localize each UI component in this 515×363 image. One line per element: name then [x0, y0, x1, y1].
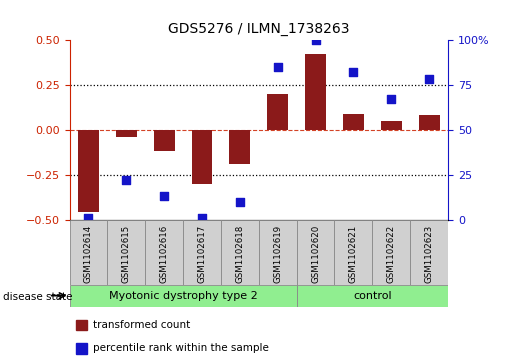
- Bar: [305, 54, 326, 130]
- Point: [160, 193, 168, 199]
- Point: [236, 199, 244, 204]
- Point: [312, 37, 320, 43]
- Bar: [267, 94, 288, 130]
- Text: GSM1102621: GSM1102621: [349, 225, 358, 283]
- Bar: [76, 343, 87, 354]
- Point: [425, 77, 433, 82]
- Bar: [116, 130, 136, 137]
- Point: [84, 215, 93, 221]
- Text: GSM1102618: GSM1102618: [235, 225, 244, 283]
- Bar: [335, 220, 372, 285]
- Text: GSM1102619: GSM1102619: [273, 225, 282, 283]
- Text: percentile rank within the sample: percentile rank within the sample: [93, 343, 269, 353]
- Text: GSM1102615: GSM1102615: [122, 225, 131, 283]
- Bar: [221, 220, 259, 285]
- Bar: [297, 220, 335, 285]
- Bar: [419, 115, 439, 130]
- Point: [387, 96, 396, 102]
- Point: [122, 177, 130, 183]
- Text: GSM1102614: GSM1102614: [84, 225, 93, 283]
- Bar: [78, 130, 99, 212]
- Text: GSM1102622: GSM1102622: [387, 225, 396, 283]
- Bar: [154, 130, 175, 151]
- Text: transformed count: transformed count: [93, 320, 191, 330]
- Bar: [259, 220, 297, 285]
- Bar: [70, 220, 107, 285]
- Text: GSM1102623: GSM1102623: [425, 225, 434, 283]
- Bar: [70, 285, 297, 307]
- Point: [273, 64, 282, 70]
- Bar: [381, 121, 402, 130]
- Text: control: control: [353, 291, 392, 301]
- Bar: [76, 319, 87, 330]
- Title: GDS5276 / ILMN_1738263: GDS5276 / ILMN_1738263: [168, 22, 350, 36]
- Bar: [372, 220, 410, 285]
- Text: GSM1102620: GSM1102620: [311, 225, 320, 283]
- Bar: [107, 220, 145, 285]
- Text: GSM1102616: GSM1102616: [160, 225, 168, 283]
- Bar: [343, 114, 364, 130]
- Bar: [230, 130, 250, 164]
- Bar: [297, 285, 448, 307]
- Bar: [192, 130, 212, 184]
- Point: [349, 69, 357, 75]
- Text: Myotonic dystrophy type 2: Myotonic dystrophy type 2: [109, 291, 258, 301]
- Bar: [145, 220, 183, 285]
- Point: [198, 215, 206, 221]
- Bar: [183, 220, 221, 285]
- Text: GSM1102617: GSM1102617: [198, 225, 207, 283]
- Text: disease state: disease state: [3, 291, 72, 302]
- Bar: [410, 220, 448, 285]
